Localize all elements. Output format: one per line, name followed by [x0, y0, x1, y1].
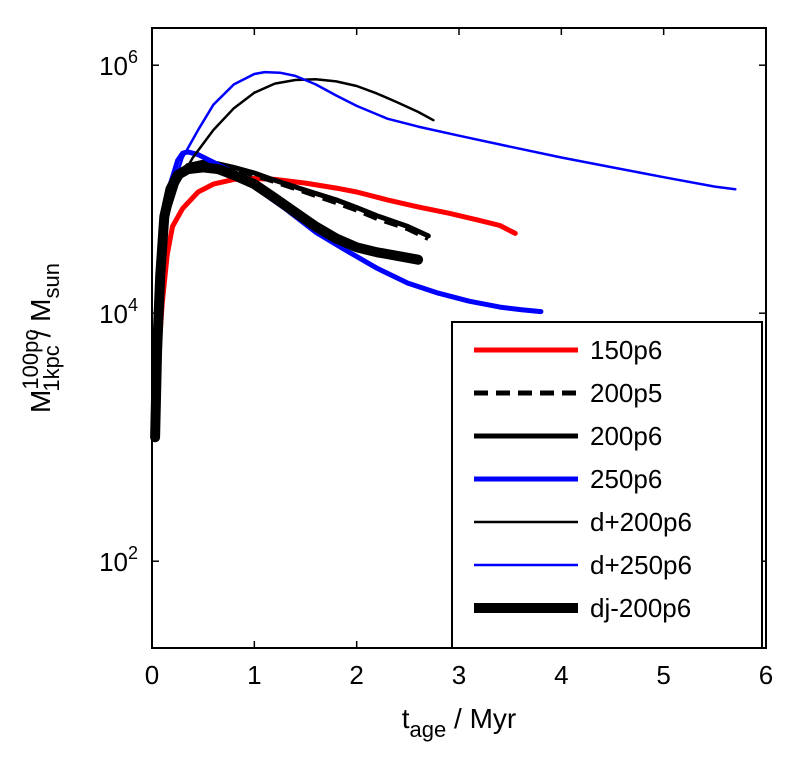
x-tick-label: 6 — [759, 660, 773, 690]
legend-label-dj-200p6: dj-200p6 — [590, 593, 691, 623]
legend-label-d+250p6: d+250p6 — [590, 550, 692, 580]
legend-label-250p6: 250p6 — [590, 464, 662, 494]
y-tick-label: 104 — [99, 295, 138, 329]
legend-label-200p6: 200p6 — [590, 421, 662, 451]
y-tick-label: 102 — [99, 543, 138, 577]
legend-box — [451, 321, 763, 649]
x-tick-label: 1 — [247, 660, 261, 690]
legend-label-d+200p6: d+200p6 — [590, 507, 692, 537]
y-axis-label: M100pc1kpc / Msun — [18, 263, 64, 413]
series-lines — [150, 70, 737, 443]
series-line-dj-200p6 — [150, 162, 424, 443]
x-tick-label: 4 — [554, 660, 568, 690]
x-tick-label: 0 — [145, 660, 159, 690]
x-tick-label: 2 — [349, 660, 363, 690]
x-axis-label: tage / Myr — [402, 703, 517, 742]
legend-label-150p6: 150p6 — [590, 335, 662, 365]
x-tick-label: 3 — [452, 660, 466, 690]
legend-label-200p5: 200p5 — [590, 378, 662, 408]
x-tick-label: 5 — [656, 660, 670, 690]
legend: 150p6 200p5 200p6 250p6 d+200p6 d+250p6 dj-200… — [451, 321, 763, 649]
y-tick-label: 106 — [99, 47, 138, 81]
